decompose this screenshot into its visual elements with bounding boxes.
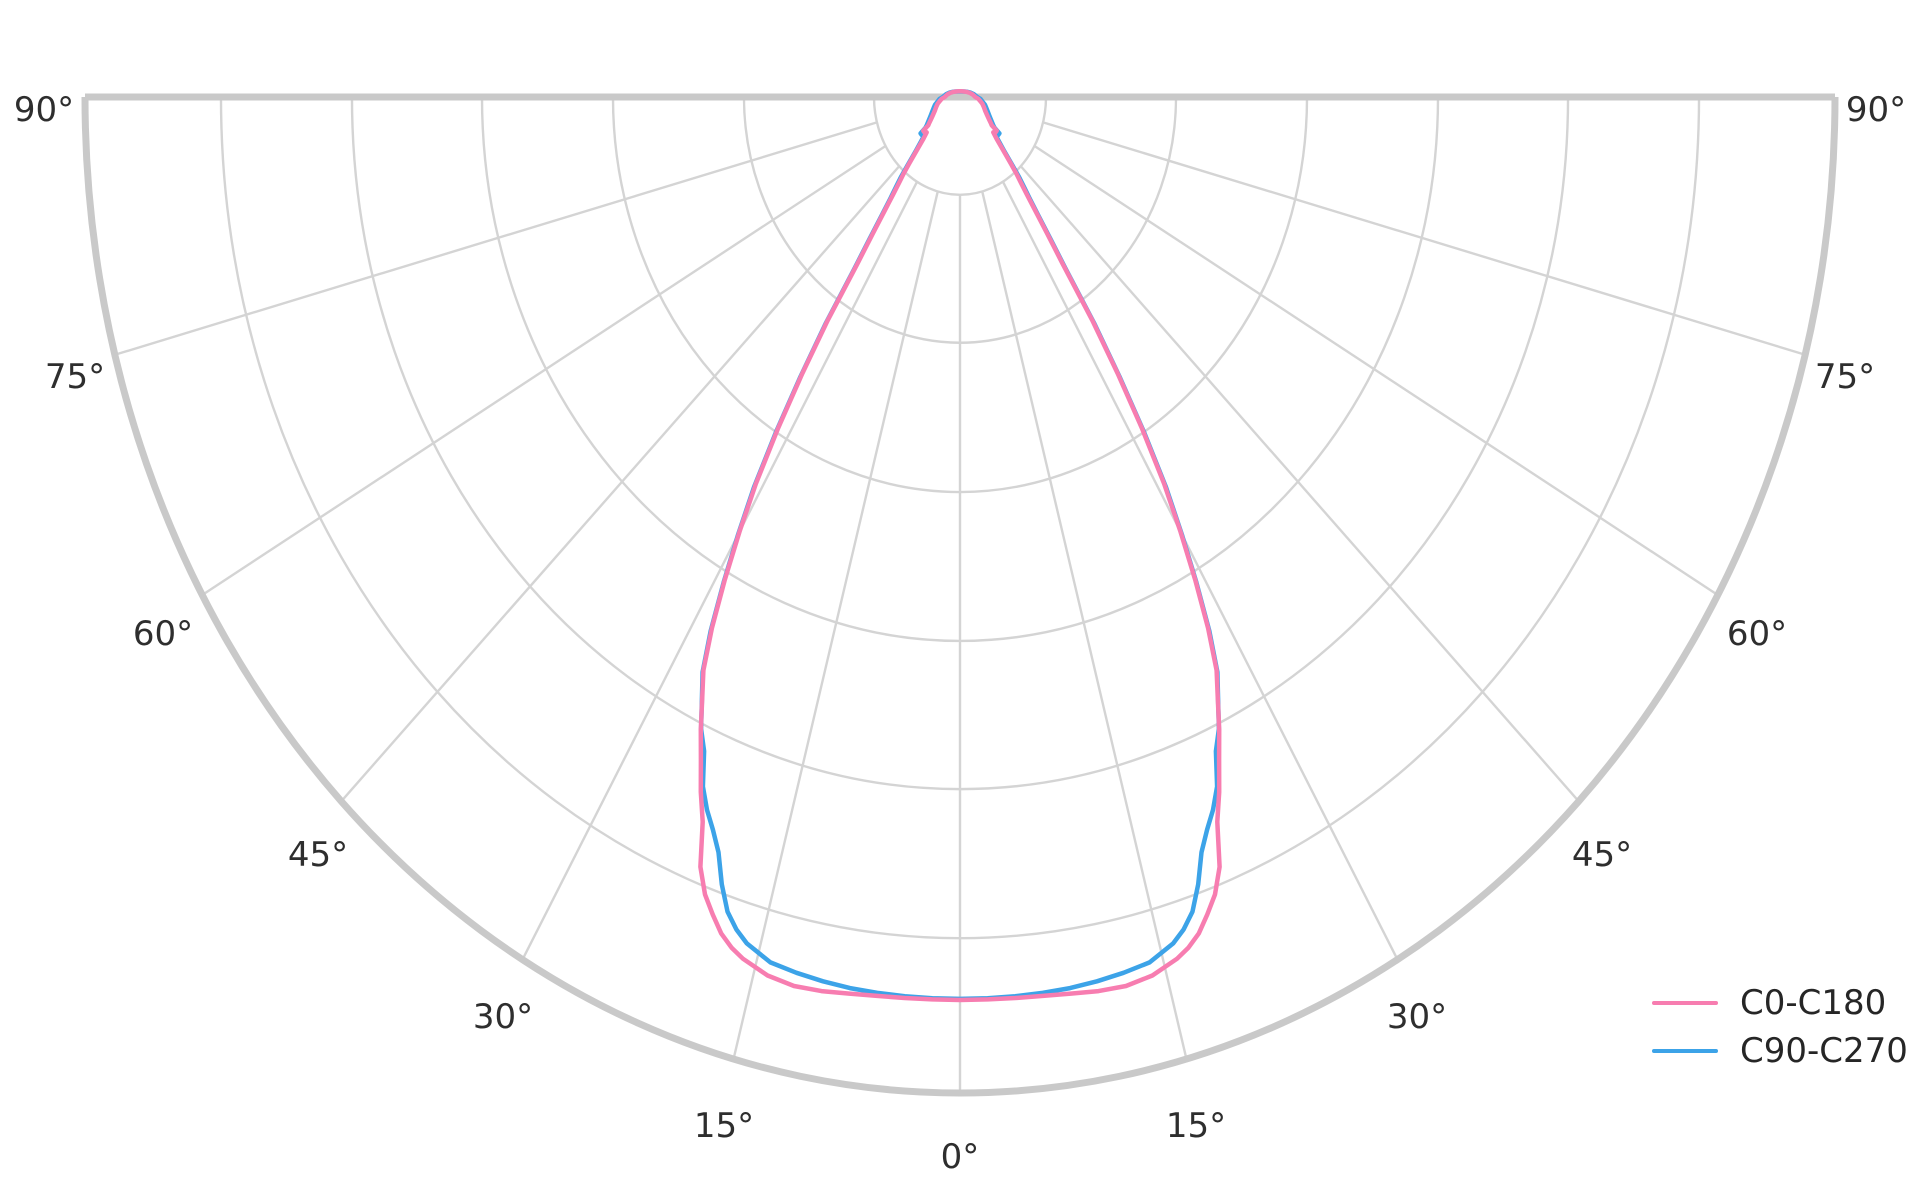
chart-legend: C0-C180 C90-C270 — [1652, 982, 1908, 1071]
grid-radial-line — [981, 191, 1188, 1060]
grid-radial-line — [1042, 121, 1806, 356]
grid-radial-line — [1001, 181, 1399, 961]
grid-radial-line — [340, 165, 901, 803]
polar-grid — [114, 96, 1806, 1093]
grid-radial-line — [732, 191, 939, 1060]
grid-radial-line — [201, 144, 887, 597]
curve-c0-c180 — [698, 89, 1222, 1003]
series-curves — [698, 89, 1222, 1003]
angle-label-left-15: 15° — [694, 1106, 754, 1146]
legend-item-c0-c180: C0-C180 — [1652, 982, 1908, 1023]
angle-label-right-60: 60° — [1727, 614, 1787, 654]
angle-label-right-15: 15° — [1166, 1106, 1226, 1146]
grid-radial-line — [1019, 165, 1580, 803]
angle-labels: 0° 15° 15° 30° 30° 45° 45° 60° 60° 75° 75° 90° 90° — [14, 90, 1906, 1177]
angle-label-left-60: 60° — [133, 614, 193, 654]
angle-label-left-90: 90° — [14, 90, 74, 130]
angle-label-right-75: 75° — [1815, 357, 1875, 397]
angle-label-left-75: 75° — [45, 357, 105, 397]
boundary-arc — [81, 96, 1839, 1097]
legend-line-c0-c180-icon — [1652, 1000, 1718, 1005]
angle-label-right-30: 30° — [1387, 997, 1447, 1037]
legend-item-c90-c270: C90-C270 — [1652, 1030, 1908, 1071]
angle-label-right-90: 90° — [1846, 90, 1906, 130]
legend-label-c90-c270: C90-C270 — [1740, 1030, 1908, 1071]
grid-radial-line — [1033, 144, 1719, 597]
grid-radial-line — [114, 121, 878, 356]
angle-label-0: 0° — [941, 1137, 980, 1177]
angle-label-left-30: 30° — [473, 997, 533, 1037]
legend-label-c0-c180: C0-C180 — [1740, 982, 1887, 1023]
polar-boundary — [81, 93, 1839, 1097]
legend-line-c90-c270-icon — [1652, 1048, 1718, 1053]
grid-radial-line — [521, 181, 919, 961]
angle-label-left-45: 45° — [288, 835, 348, 875]
angle-label-right-45: 45° — [1572, 835, 1632, 875]
grid-arc — [872, 96, 1048, 196]
